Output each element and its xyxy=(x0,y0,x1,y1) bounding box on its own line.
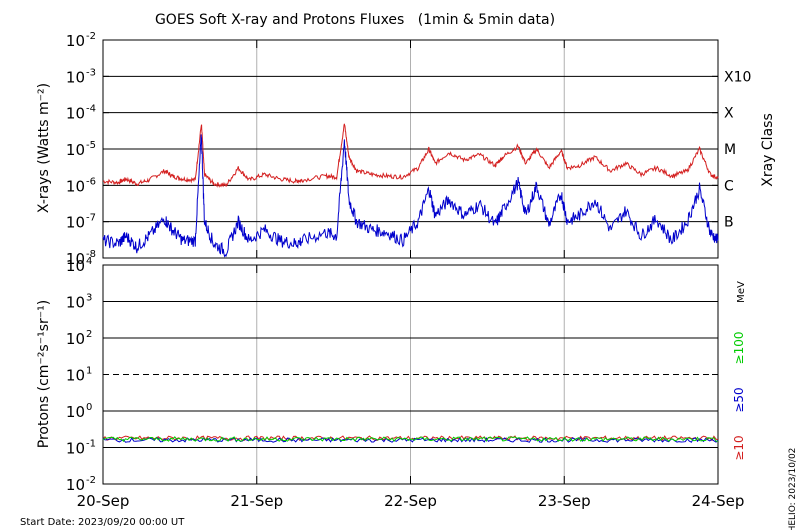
proton-y-tick-exponent: 0 xyxy=(86,402,92,413)
xray-y-tick-exponent: -8 xyxy=(86,249,96,260)
xray-y-tick-label: 10 xyxy=(66,214,85,232)
proton-y-tick-label: 10 xyxy=(66,367,85,385)
proton-y-tick-label: 10 xyxy=(66,403,85,421)
xray-y-tick-exponent: -2 xyxy=(86,31,96,42)
xray-class-label: X xyxy=(724,106,734,122)
x-tick-label: 20-Sep xyxy=(77,492,130,510)
proton-y-tick-label: 10 xyxy=(66,330,85,348)
x-tick-label: 24-Sep xyxy=(692,492,745,510)
xray-y-tick-exponent: -7 xyxy=(86,213,96,224)
xray-y-tick-label: 10 xyxy=(66,177,85,195)
proton-unit-label: MeV xyxy=(736,281,747,303)
proton-y-tick-label: 10 xyxy=(66,257,85,275)
proton-y-axis-label: Protons (cm⁻²s⁻¹sr⁻¹) xyxy=(36,300,52,449)
xray-y-tick-label: 10 xyxy=(66,68,85,86)
legend-ge10: ≥10 xyxy=(732,435,746,460)
xray-y-tick-exponent: -5 xyxy=(86,140,96,151)
proton-series-ge100 xyxy=(102,436,719,443)
xray-y-axis-label: X-rays (Watts m⁻²) xyxy=(36,83,52,213)
xray-y-tick-exponent: -3 xyxy=(86,67,96,78)
proton-y-tick-label: 10 xyxy=(66,440,85,458)
xray-series-short xyxy=(102,134,719,258)
xray-class-axis-label: Xray Class xyxy=(760,113,776,187)
proton-y-tick-exponent: 2 xyxy=(86,329,92,340)
proton-y-tick-label: 10 xyxy=(66,476,85,494)
legend-ge50: ≥50 xyxy=(732,387,746,412)
x-tick-label: 23-Sep xyxy=(538,492,591,510)
proton-y-tick-exponent: -2 xyxy=(86,475,96,486)
xray-y-tick-label: 10 xyxy=(66,141,85,159)
xray-y-tick-label: 10 xyxy=(66,32,85,50)
proton-y-tick-exponent: 1 xyxy=(86,366,92,377)
x-tick-label: 21-Sep xyxy=(230,492,283,510)
x-tick-labels: 20-Sep 21-Sep 22-Sep 23-Sep 24-Sep xyxy=(77,492,745,510)
proton-y-tick-exponent: -1 xyxy=(86,439,96,450)
xray-series-long xyxy=(102,123,719,188)
proton-y-tick-exponent: 4 xyxy=(86,256,92,267)
xray-class-label: M xyxy=(724,142,736,158)
credit-label: HELIO: 2023/10/02 xyxy=(788,448,798,530)
x-tick-label: 22-Sep xyxy=(384,492,437,510)
xray-y-tick-exponent: -6 xyxy=(86,176,96,187)
xray-y-tick-exponent: -4 xyxy=(86,104,96,115)
legend-ge100: ≥100 xyxy=(732,332,746,365)
xray-y-tick-label: 10 xyxy=(66,250,85,268)
xray-y-tick-label: 10 xyxy=(66,105,85,123)
xray-class-label: B xyxy=(724,215,734,231)
proton-y-tick-exponent: 3 xyxy=(86,293,92,304)
chart-title: GOES Soft X-ray and Protons Fluxes (1min… xyxy=(155,12,555,28)
proton-y-tick-label: 10 xyxy=(66,294,85,312)
xray-class-label: X10 xyxy=(724,69,751,85)
xray-class-label: C xyxy=(724,178,734,194)
start-date: Start Date: 2023/09/20 00:00 UT xyxy=(20,517,185,528)
